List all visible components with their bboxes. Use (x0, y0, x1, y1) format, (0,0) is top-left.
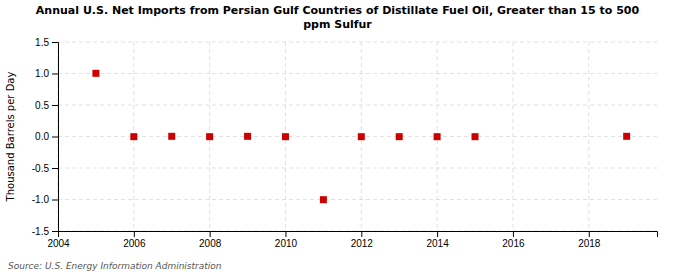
tick-mark (437, 231, 438, 237)
axis-line (52, 43, 59, 232)
tick-label: 2006 (123, 238, 146, 249)
tick-mark (513, 231, 514, 237)
tick: 0.5 (35, 100, 58, 111)
point (92, 70, 99, 77)
chart: 2004 2006 2008 2010 2012 2014 2016 2018 -1.5 -1.0… (0, 0, 675, 275)
tick: 2004 (47, 231, 70, 249)
tick-label: -1.0 (32, 194, 50, 205)
tick-mark (589, 231, 590, 237)
tick-mark (52, 105, 58, 106)
x-axis: 2004 2006 2008 2010 2012 2014 2016 2018 (47, 231, 657, 249)
grid-line-y (58, 42, 657, 43)
point (623, 133, 630, 140)
tick: 2010 (275, 231, 298, 249)
grid-line-x (512, 42, 513, 231)
tick-label: 1.5 (35, 37, 49, 48)
tick-label: 2016 (502, 238, 525, 249)
tick: -1.0 (32, 194, 58, 205)
tick: 2006 (123, 231, 146, 249)
grid-line-y (58, 73, 657, 74)
tick: 1.5 (35, 37, 58, 48)
point (206, 133, 213, 140)
tick-mark (52, 200, 58, 201)
tick-label: 2008 (199, 238, 222, 249)
tick-mark (285, 231, 286, 237)
grid-line-y (58, 105, 657, 106)
tick-mark (361, 231, 362, 237)
tick-mark (210, 231, 211, 237)
plot: 2004 2006 2008 2010 2012 2014 2016 2018 -1.5 -1.0… (32, 37, 658, 249)
axis-line (59, 232, 658, 238)
grid-line-y (58, 199, 657, 200)
point (168, 133, 175, 140)
grid-line-x (588, 42, 589, 231)
point (130, 133, 137, 140)
tick: 2008 (199, 231, 222, 249)
tick-mark (52, 74, 58, 75)
tick: 2014 (426, 231, 449, 249)
tick: 2016 (502, 231, 525, 249)
tick-mark (52, 137, 58, 138)
tick: 1.0 (35, 68, 58, 79)
y-axis-title: Thousand Barrels per Day (5, 72, 16, 203)
tick-label: -0.5 (32, 163, 50, 174)
tick-label: 2012 (351, 238, 374, 249)
point (396, 133, 403, 140)
point (282, 133, 289, 140)
title: Annual U.S. Net Imports from Persian Gul… (36, 4, 640, 31)
tick: 2018 (578, 231, 601, 249)
grid-line-y (58, 136, 657, 137)
tick-label: 0.5 (35, 100, 49, 111)
tick-label: 1.0 (35, 68, 49, 79)
point (434, 133, 441, 140)
tick: -1.5 (32, 226, 58, 237)
tick-label: -1.5 (32, 226, 50, 237)
tick-label: 2018 (578, 238, 601, 249)
tick-label: 2004 (47, 238, 70, 249)
grid (58, 42, 657, 231)
points (92, 70, 630, 203)
tick: 0.0 (35, 131, 58, 142)
tick-label: 0.0 (35, 131, 49, 142)
tick-label: 2010 (275, 238, 298, 249)
tick-label: 2014 (426, 238, 449, 249)
point (358, 133, 365, 140)
tick: -0.5 (32, 163, 58, 174)
source-note: Source: U.S. Energy Information Administ… (8, 261, 222, 271)
tick-mark (52, 42, 58, 43)
tick-mark (52, 231, 58, 232)
y-axis: -1.5 -1.0 -0.5 0.0 0.5 1.0 1.5 (32, 37, 59, 237)
tick-mark (134, 231, 135, 237)
point (472, 133, 479, 140)
point (320, 196, 327, 203)
grid-line-y (58, 168, 657, 169)
tick-mark (52, 168, 58, 169)
point (244, 133, 251, 140)
tick: 2012 (351, 231, 374, 249)
